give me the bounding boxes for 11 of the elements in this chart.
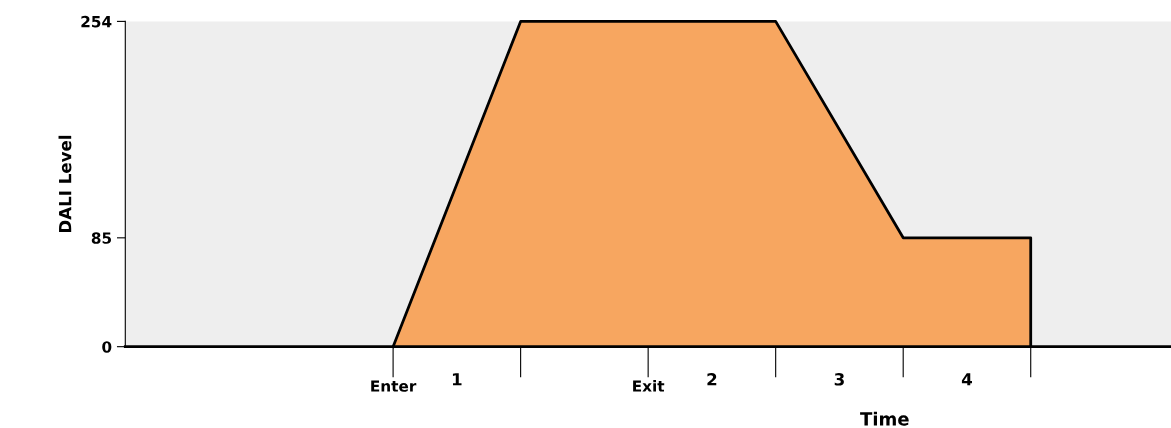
y-tick-label: 0 [102, 341, 112, 353]
text: 1 [452, 373, 462, 386]
text: 3 [834, 373, 844, 386]
y-tick-label: 254 [81, 15, 112, 28]
y-tick-label: 85 [91, 232, 112, 244]
x-tick-label: Enter [371, 380, 417, 392]
x-tick-label: Exit [633, 380, 665, 392]
text: 4 [961, 373, 972, 386]
x-axis-title: Time [860, 411, 909, 426]
y-axis-title: DALI Level [58, 135, 72, 233]
text: 2 [707, 373, 717, 386]
